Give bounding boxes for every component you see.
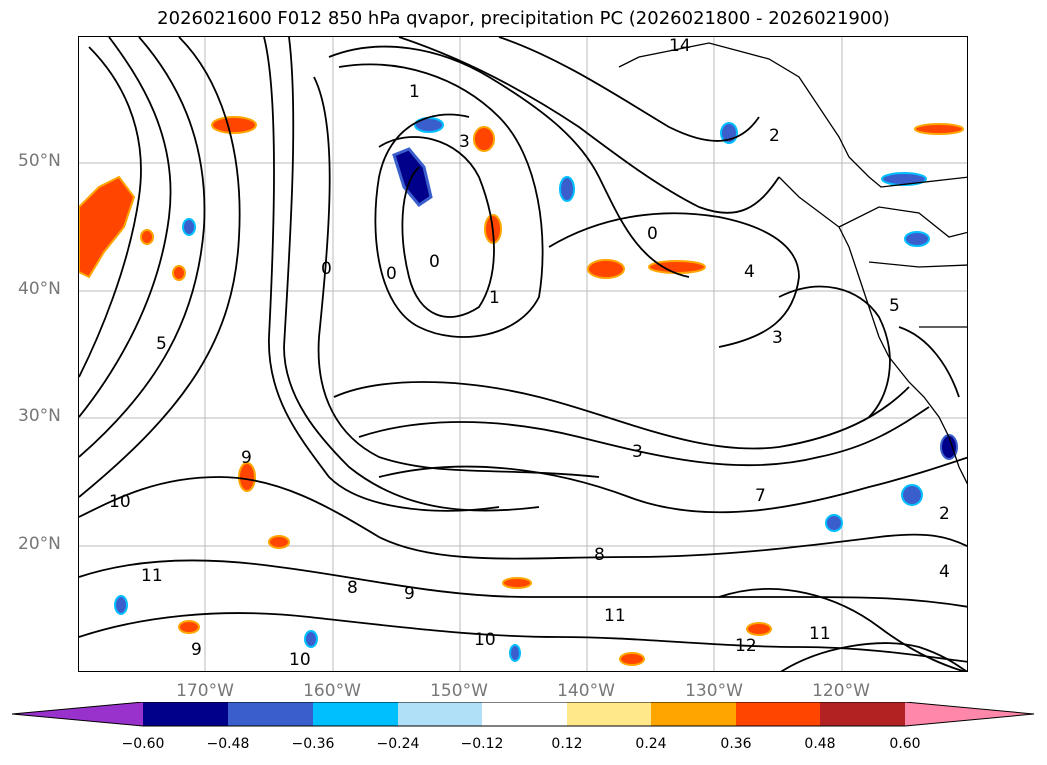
colorbar-tick: −0.60: [121, 736, 165, 752]
precip-increase-patches: [79, 116, 964, 666]
lon-label-140w: 140°W: [557, 681, 615, 701]
precip-decrease-patches: [114, 117, 958, 662]
qvapor-contours: [79, 37, 967, 671]
contour-label: 8: [594, 545, 605, 565]
colorbar-tick: −0.36: [291, 736, 335, 752]
colorbar-swatch: [651, 702, 736, 726]
map-title: 2026021600 F012 850 hPa qvapor, precipit…: [157, 8, 890, 29]
colorbar-swatch: [398, 702, 482, 726]
contour-label: 8: [347, 578, 358, 598]
colorbar-tick: −0.24: [376, 736, 420, 752]
lon-label-150w: 150°W: [430, 681, 488, 701]
colorbar-tick: 0.12: [551, 736, 583, 752]
contour-label: 2: [769, 126, 780, 146]
colorbar-tick: 0.60: [889, 736, 921, 752]
contour-label: 0: [321, 259, 332, 279]
contour-label: 11: [604, 606, 626, 626]
coastline-north-america: [618, 42, 967, 485]
contour-label: 10: [109, 492, 131, 512]
colorbar-swatch: [482, 702, 567, 726]
colorbar-swatch: [228, 702, 313, 726]
colorbar-swatch: [313, 702, 398, 726]
contour-label: 12: [735, 636, 757, 656]
contour-labels: 0 0 0 0 1 1 2 2 3 3 3 4 4 5 5 7 8 8 9 9 …: [109, 37, 950, 670]
colorbar-tick: 0.48: [804, 736, 836, 752]
contour-label: 3: [459, 132, 470, 152]
contour-label: 3: [772, 328, 783, 348]
contour-label: 1: [489, 288, 500, 308]
lat-label-20n: 20°N: [18, 534, 61, 554]
lat-label-50n: 50°N: [18, 151, 61, 171]
contour-label: 4: [744, 262, 755, 282]
colorbar-swatch: [143, 702, 228, 726]
contour-label: 10: [289, 650, 311, 670]
map-panel: 0 0 0 0 1 1 2 2 3 3 3 4 4 5 5 7 8 8 9 9 …: [78, 36, 968, 672]
graticule: [79, 37, 967, 671]
contour-label: 9: [191, 640, 202, 660]
contour-label: 2: [939, 504, 950, 524]
colorbar-swatch: [736, 702, 820, 726]
colorbar-swatch: [12, 702, 143, 726]
lat-label-30n: 30°N: [18, 406, 61, 426]
contour-label: 0: [386, 264, 397, 284]
lat-label-40n: 40°N: [18, 279, 61, 299]
map-canvas: 0 0 0 0 1 1 2 2 3 3 3 4 4 5 5 7 8 8 9 9 …: [79, 37, 967, 671]
contour-label: 5: [156, 334, 167, 354]
contour-label: 9: [404, 584, 415, 604]
contour-label: 4: [939, 562, 950, 582]
contour-label: 9: [241, 448, 252, 468]
lon-label-160w: 160°W: [303, 681, 361, 701]
colorbar-outline: [12, 702, 1035, 727]
lon-label-170w: 170°W: [176, 681, 234, 701]
contour-label: 11: [809, 624, 831, 644]
colorbar-swatch: [567, 702, 651, 726]
colorbar-swatch: [905, 702, 1034, 726]
contour-label: 11: [141, 566, 163, 586]
colorbar: [12, 702, 1035, 727]
colorbar-tick: 0.24: [635, 736, 667, 752]
contour-label: 3: [632, 442, 643, 462]
contour-label: 0: [647, 224, 658, 244]
contour-label: 0: [429, 252, 440, 272]
colorbar-swatch: [820, 702, 905, 726]
contour-label: 5: [889, 296, 900, 316]
contour-label: 7: [755, 486, 766, 506]
lon-label-130w: 130°W: [685, 681, 743, 701]
colorbar-tick: 0.36: [720, 736, 752, 752]
lon-label-120w: 120°W: [812, 681, 870, 701]
colorbar-tick: −0.12: [460, 736, 504, 752]
colorbar-tick: −0.48: [206, 736, 250, 752]
contour-label: 14: [669, 37, 691, 56]
contour-label: 1: [409, 82, 420, 102]
contour-label: 10: [474, 630, 496, 650]
